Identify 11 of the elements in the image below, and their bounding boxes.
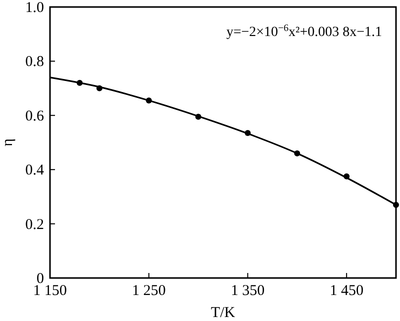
y-tick-label: 0.6 bbox=[25, 108, 44, 124]
y-tick-label: 1.0 bbox=[25, 0, 44, 16]
x-tick-label: 1 350 bbox=[230, 283, 265, 299]
y-tick-label: 0.2 bbox=[25, 216, 44, 233]
y-tick-label: 0.8 bbox=[25, 54, 44, 70]
y-tick-label: 0.4 bbox=[25, 162, 44, 179]
annotation: y=−2×10$^{−6}$x²+0.003 8x−1.1 bbox=[226, 22, 382, 40]
x-tick-label: 1 450 bbox=[330, 283, 364, 299]
x-axis-title: T/K bbox=[210, 305, 236, 321]
x-tick-label: 1 250 bbox=[132, 283, 166, 299]
y-axis-title: η bbox=[0, 138, 16, 146]
